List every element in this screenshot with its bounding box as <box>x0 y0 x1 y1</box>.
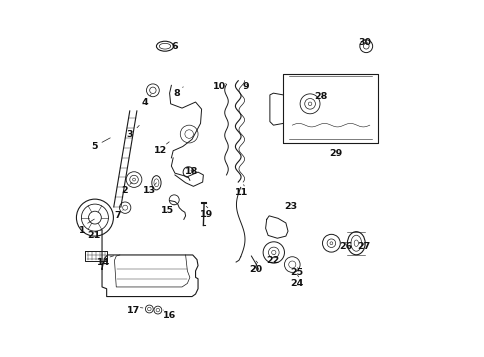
Text: 29: 29 <box>328 149 342 158</box>
Text: 13: 13 <box>142 186 155 195</box>
Text: 1: 1 <box>78 226 85 235</box>
Text: 3: 3 <box>126 130 133 139</box>
Text: 20: 20 <box>249 265 262 274</box>
Text: 27: 27 <box>356 242 369 251</box>
Text: 14: 14 <box>97 257 110 267</box>
Text: 10: 10 <box>212 81 226 91</box>
Text: 17: 17 <box>127 306 140 315</box>
Text: 8: 8 <box>173 89 180 98</box>
Text: 18: 18 <box>185 167 198 176</box>
Text: 5: 5 <box>91 142 98 151</box>
Text: 11: 11 <box>235 188 248 197</box>
Text: 19: 19 <box>199 210 212 218</box>
Text: 23: 23 <box>283 202 297 211</box>
Text: 12: 12 <box>154 146 167 155</box>
Text: 25: 25 <box>289 268 302 277</box>
Text: 21: 21 <box>88 231 101 240</box>
Text: 30: 30 <box>358 38 371 47</box>
Text: 26: 26 <box>338 242 351 251</box>
Text: 16: 16 <box>163 311 176 320</box>
Text: 9: 9 <box>242 81 249 91</box>
Text: 24: 24 <box>289 279 302 288</box>
Text: 7: 7 <box>114 211 121 220</box>
Text: 28: 28 <box>314 92 327 101</box>
Text: 4: 4 <box>141 97 148 106</box>
Text: 22: 22 <box>266 256 279 265</box>
Text: 15: 15 <box>161 206 174 215</box>
Text: 6: 6 <box>171 42 178 51</box>
Text: 2: 2 <box>121 186 127 195</box>
